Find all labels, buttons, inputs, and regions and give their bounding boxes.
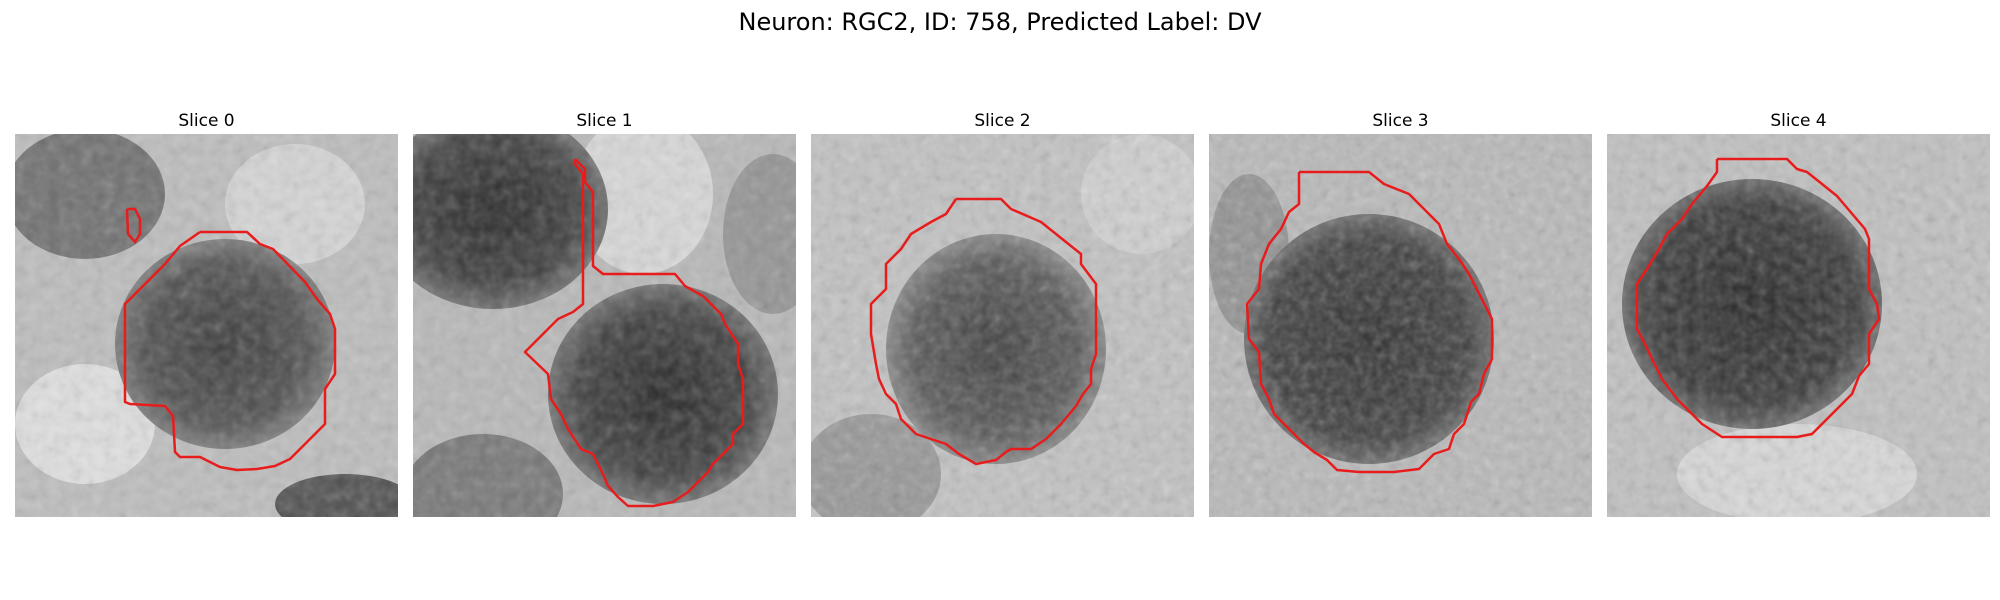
slice-1-contour (523, 158, 745, 508)
slice-3-contour (1245, 170, 1494, 474)
slice-0-contour (123, 230, 337, 472)
slice-title-1: Slice 1 (576, 111, 633, 131)
slice-title-3: Slice 3 (1372, 111, 1429, 131)
slice-image-2 (811, 134, 1194, 517)
figure-title: Neuron: RGC2, ID: 758, Predicted Label: … (738, 8, 1262, 36)
slice-4-contour (1635, 157, 1881, 439)
slice-image-0 (15, 134, 398, 517)
slice-2-contour (869, 197, 1098, 466)
slice-panel-3: Slice 3 (1209, 110, 1592, 517)
slice-image-4 (1607, 134, 1990, 517)
slice-image-1 (413, 134, 796, 517)
slice-title-0: Slice 0 (178, 111, 235, 131)
slice-panel-1: Slice 1 (413, 110, 796, 517)
slice-title-2: Slice 2 (974, 111, 1031, 131)
slice-panel-2: Slice 2 (811, 110, 1194, 517)
slice-panel-4: Slice 4 (1607, 110, 1990, 517)
slice-image-3 (1209, 134, 1592, 517)
slice-panel-0: Slice 0 (15, 110, 398, 517)
slice-title-4: Slice 4 (1770, 111, 1827, 131)
